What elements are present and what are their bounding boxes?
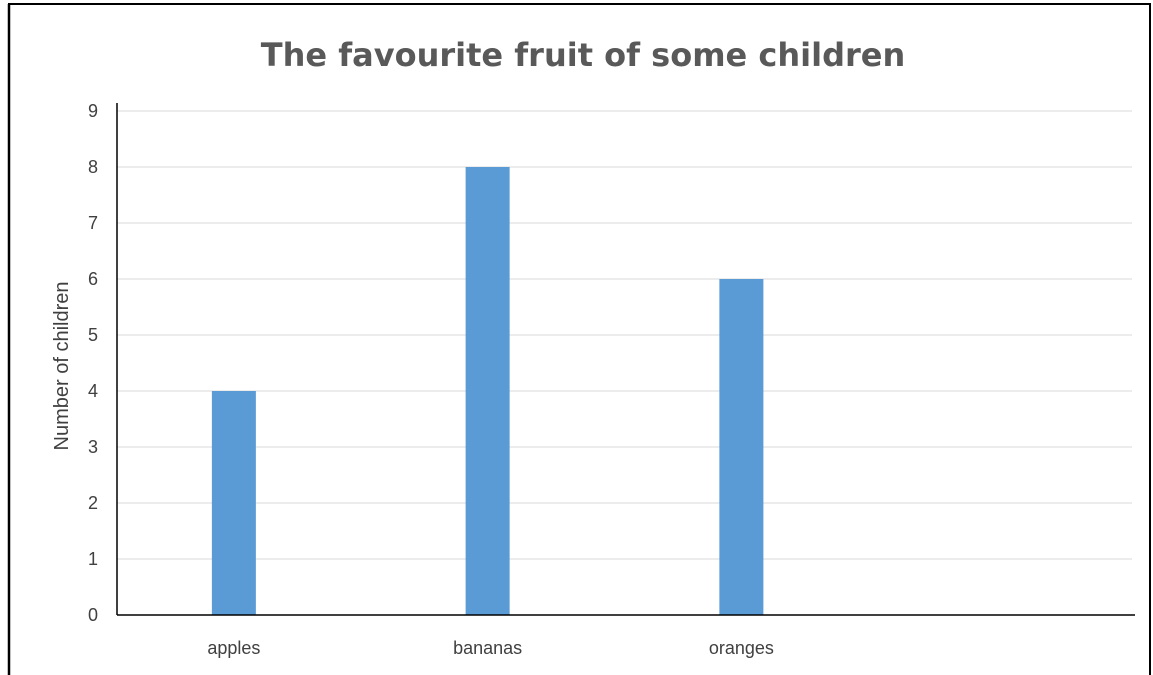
x-category-label: apples	[207, 638, 260, 658]
y-tick-label: 5	[88, 325, 98, 345]
y-tick-label: 3	[88, 437, 98, 457]
bar-apples	[211, 391, 256, 615]
y-tick-label: 2	[88, 493, 98, 513]
gridlines	[117, 110, 1132, 560]
y-axis-title: Number of children	[51, 282, 73, 451]
y-tick-label: 4	[88, 381, 98, 401]
bars	[211, 167, 764, 615]
y-tick-labels: 0 1 2 3 4 5 6 7 8 9	[88, 101, 98, 625]
x-category-label: bananas	[453, 638, 522, 658]
y-tick-label: 0	[88, 605, 98, 625]
x-category-label: oranges	[709, 638, 774, 658]
y-tick-label: 8	[88, 157, 98, 177]
bar-oranges	[719, 279, 764, 615]
bar-bananas	[465, 167, 510, 615]
chart-title: The favourite fruit of some children	[261, 36, 906, 74]
x-category-labels: apples bananas oranges	[207, 638, 774, 658]
y-tick-label: 1	[88, 549, 98, 569]
y-tick-label: 7	[88, 213, 98, 233]
y-tick-label: 6	[88, 269, 98, 289]
y-tick-label: 9	[88, 101, 98, 121]
